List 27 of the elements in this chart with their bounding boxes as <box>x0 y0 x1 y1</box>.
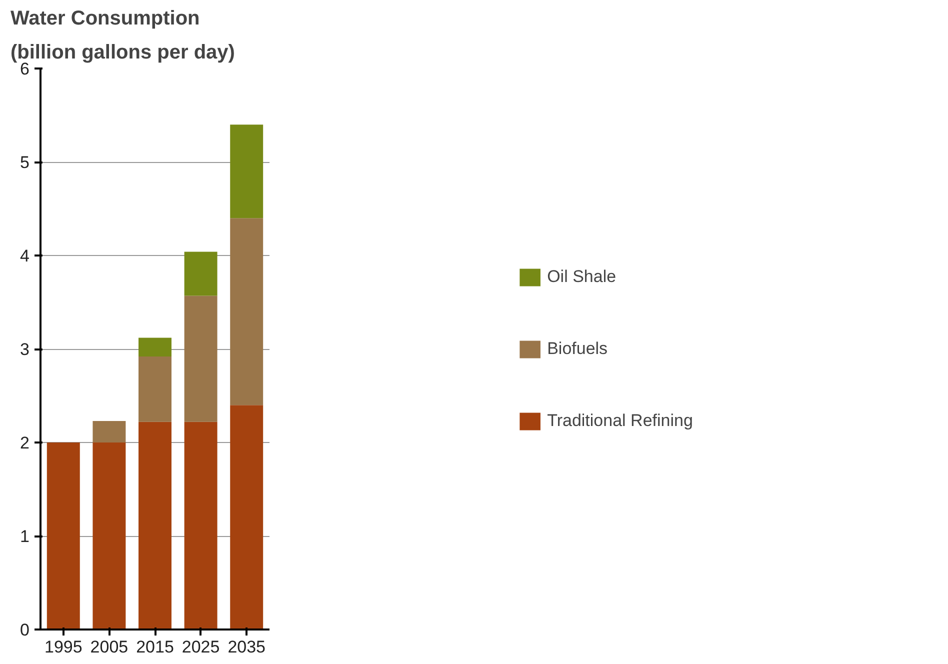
bar <box>184 422 218 630</box>
bar <box>92 442 126 630</box>
y-tick-label: 2 <box>20 434 30 452</box>
y-tick-label: 4 <box>20 246 30 266</box>
x-tick-label: 2025 <box>182 638 220 656</box>
y-tick-label: 0 <box>20 620 30 640</box>
y-tick-label: 1 <box>20 527 30 546</box>
bar <box>46 442 80 630</box>
y-tick-label: 3 <box>20 340 30 359</box>
bar <box>92 420 126 442</box>
legend-label: Biofuels <box>547 338 608 358</box>
bar <box>230 124 264 218</box>
chart-title: Water Consumption <box>10 8 200 30</box>
x-tick-label: 2015 <box>136 638 174 656</box>
bar <box>184 296 218 422</box>
x-tick-label: 1995 <box>44 638 82 656</box>
bar <box>138 338 172 356</box>
legend-label: Traditional Refining <box>547 410 693 430</box>
bar <box>184 252 218 296</box>
y-tick-label: 5 <box>20 153 30 172</box>
legend-label: Oil Shale <box>547 266 616 286</box>
bar <box>138 422 172 630</box>
x-tick-label: 2035 <box>228 638 266 656</box>
bar <box>230 218 264 406</box>
bar <box>230 405 264 630</box>
bar <box>138 356 172 422</box>
x-tick-label: 2005 <box>90 638 128 656</box>
